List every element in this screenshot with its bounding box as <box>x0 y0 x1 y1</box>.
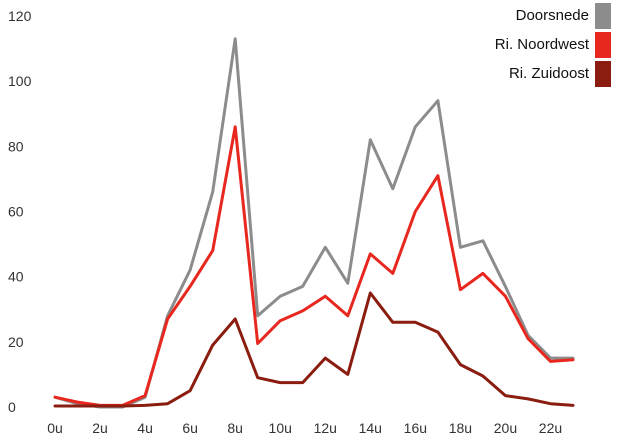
x-tick-label: 12u <box>314 420 337 436</box>
x-tick-label: 22u <box>539 420 562 436</box>
y-tick-label: 60 <box>8 204 24 220</box>
y-tick-label: 0 <box>8 399 16 415</box>
y-tick-label: 100 <box>8 73 32 89</box>
x-tick-label: 14u <box>359 420 382 436</box>
y-tick-label: 80 <box>8 138 24 154</box>
series-layer <box>53 37 575 409</box>
y-tick-label: 20 <box>8 334 24 350</box>
series-line <box>53 37 575 409</box>
x-tick-label: 2u <box>92 420 108 436</box>
y-tick-label: 120 <box>8 8 32 24</box>
x-tick-label: 10u <box>269 420 292 436</box>
series-line <box>53 291 575 408</box>
x-tick-label: 16u <box>404 420 427 436</box>
legend: Doorsnede Ri. Noordwest Ri. Zuidoost <box>495 3 611 87</box>
y-tick-label: 40 <box>8 269 24 285</box>
y-axis: 0 20 40 60 80 100 120 <box>8 8 32 415</box>
legend-label: Ri. Zuidoost <box>509 65 590 82</box>
x-tick-label: 8u <box>227 420 243 436</box>
legend-label: Doorsnede <box>516 7 589 24</box>
legend-label: Ri. Noordwest <box>495 36 590 53</box>
legend-swatch <box>595 3 611 29</box>
series-line <box>53 125 575 407</box>
x-axis: 0u 2u 4u 6u 8u 10u 12u 14u 16u 18u 20u 22u <box>47 420 562 436</box>
legend-swatch <box>595 32 611 58</box>
x-tick-label: 20u <box>494 420 517 436</box>
x-tick-label: 18u <box>449 420 472 436</box>
legend-swatch <box>595 61 611 87</box>
x-tick-label: 0u <box>47 420 63 436</box>
x-tick-label: 4u <box>137 420 153 436</box>
x-tick-label: 6u <box>182 420 198 436</box>
